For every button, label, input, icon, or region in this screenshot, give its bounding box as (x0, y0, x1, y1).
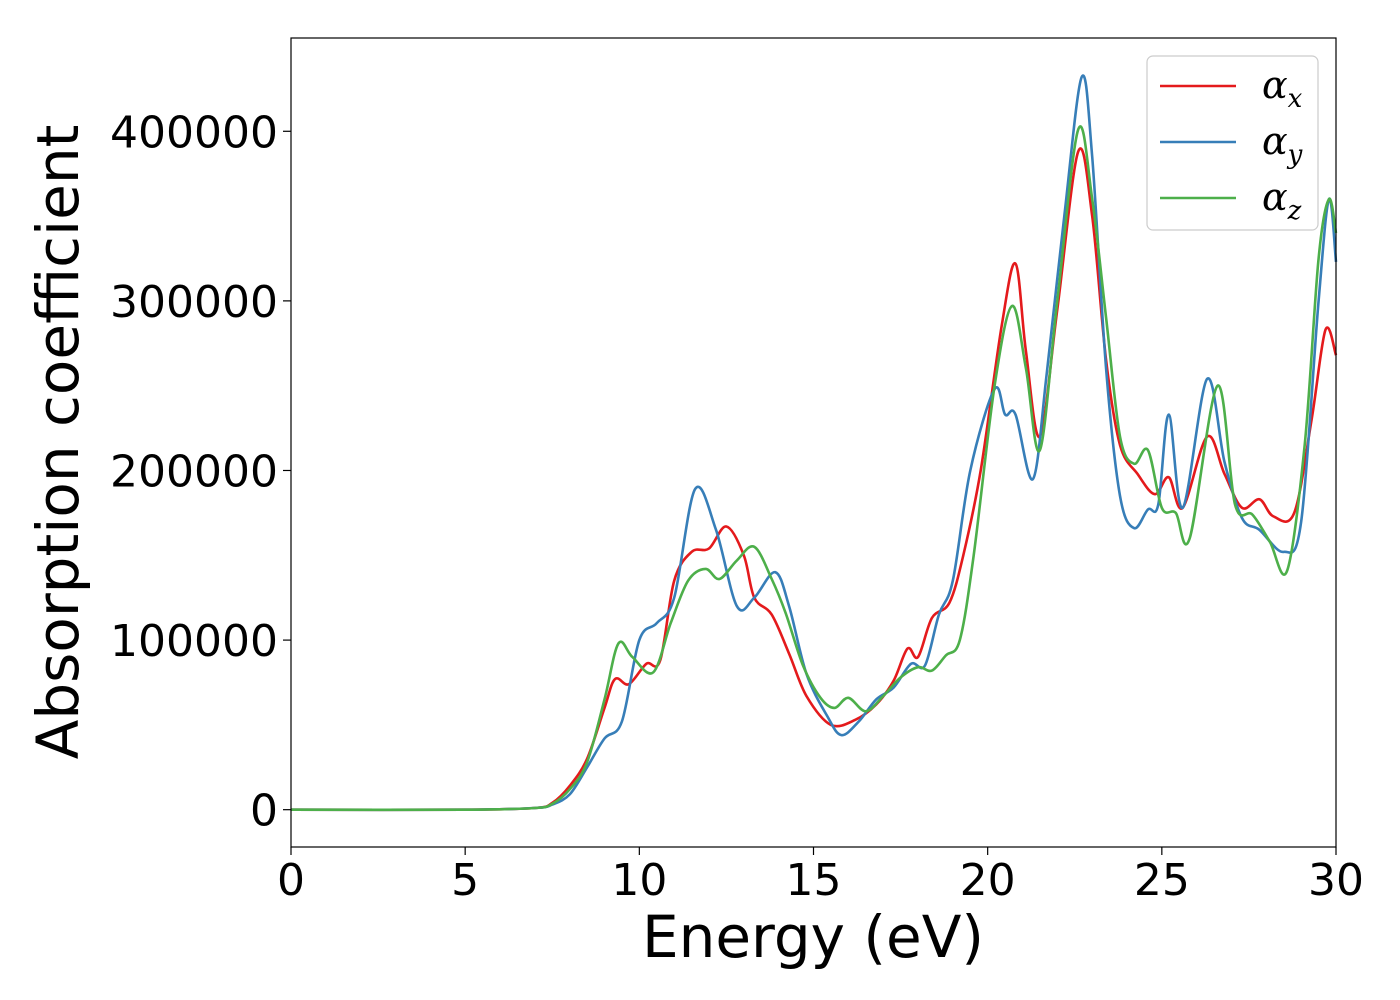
x-axis: 0 5 10 15 20 25 30 (277, 847, 1364, 906)
legend-label-z: αz (1262, 175, 1302, 226)
series-lines (290, 74, 1338, 812)
y-tick-label: 300000 (110, 277, 278, 328)
y-tick-label: 400000 (110, 107, 278, 158)
series-line-y (290, 74, 1338, 812)
legend-label-x: αx (1262, 63, 1303, 114)
x-tick-label: 25 (1134, 855, 1190, 906)
x-axis-label: Energy (eV) (642, 903, 984, 971)
y-tick-label: 100000 (110, 616, 278, 667)
series-line-z (290, 125, 1338, 812)
x-tick-label: 15 (786, 855, 842, 906)
y-tick-label: 0 (250, 786, 278, 837)
x-tick-label: 10 (611, 855, 667, 906)
x-tick-label: 30 (1308, 855, 1364, 906)
y-axis-label: Absorption coefficient (24, 125, 92, 760)
x-tick-label: 20 (960, 855, 1016, 906)
x-tick-label: 5 (451, 855, 479, 906)
x-tick-label: 0 (277, 855, 305, 906)
y-axis: 0 100000 200000 300000 400000 (110, 107, 291, 837)
legend-label-y: αy (1262, 119, 1303, 170)
y-tick-label: 200000 (110, 446, 278, 497)
